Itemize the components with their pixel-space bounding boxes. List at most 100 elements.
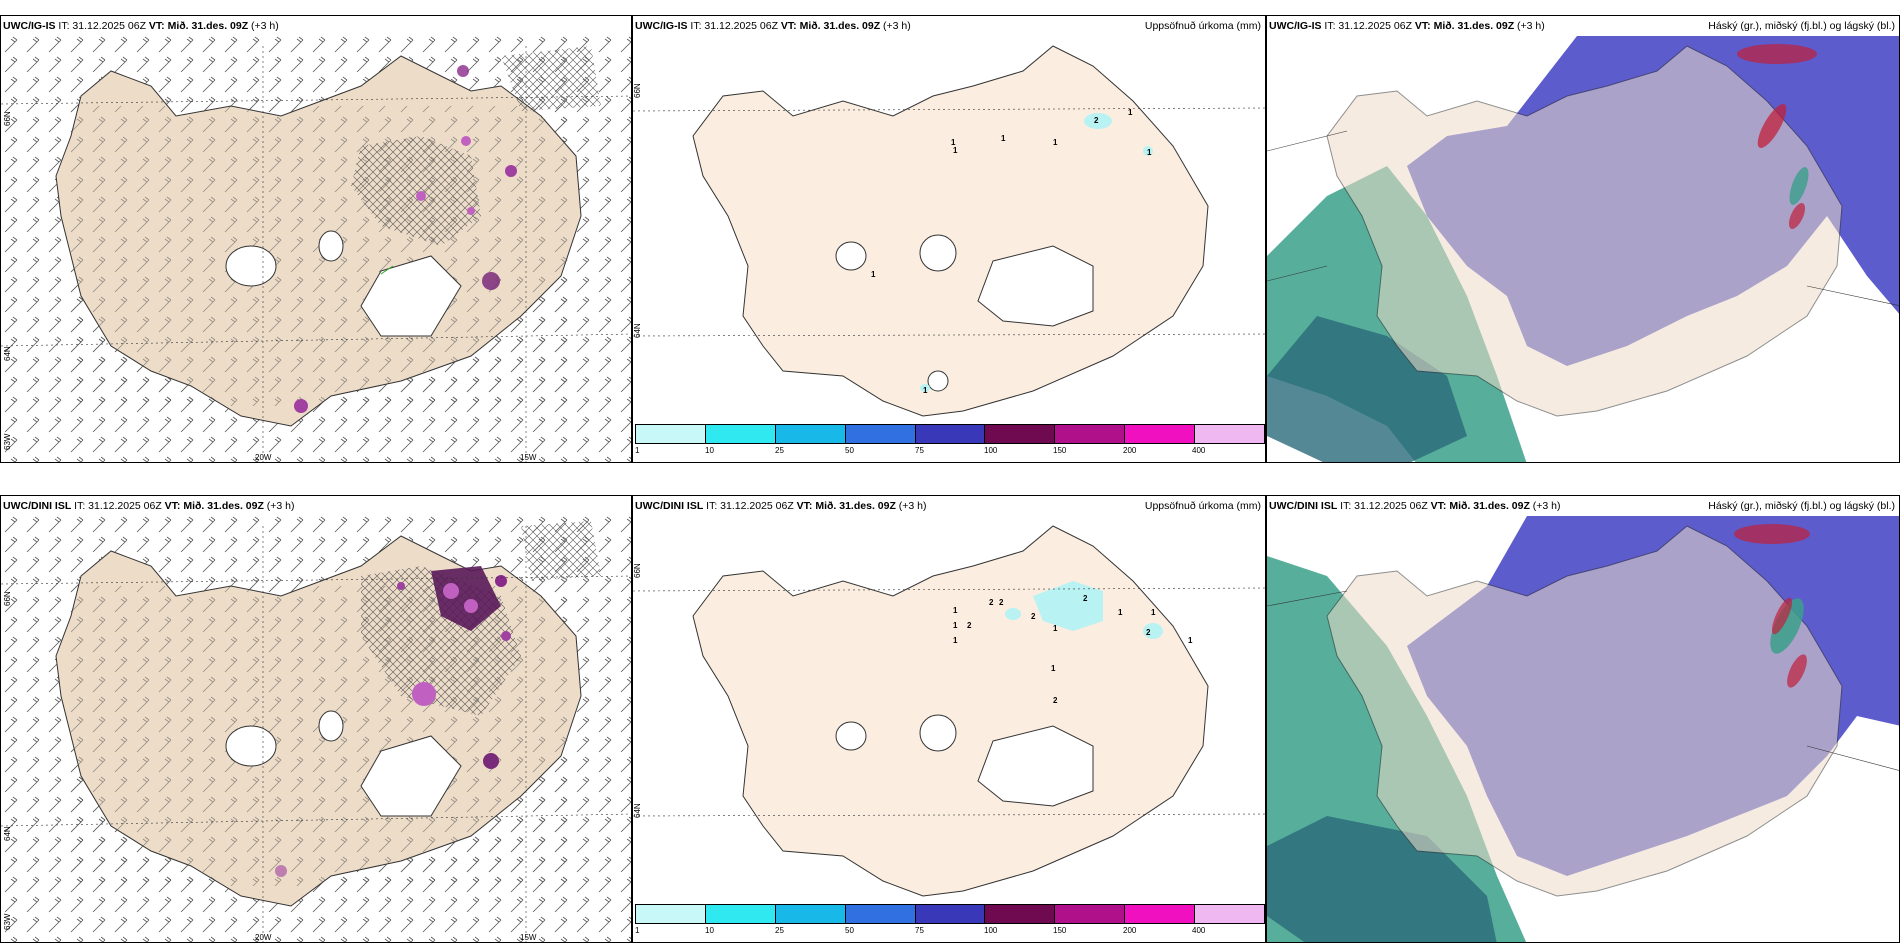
colorbar-label: 400: [1192, 446, 1206, 455]
colorbar-cell: [845, 425, 916, 443]
colorbar-label: 10: [705, 446, 714, 455]
colorbar-cell: [705, 425, 776, 443]
colorbar-label: 50: [845, 926, 854, 935]
colorbar-label: 25: [775, 446, 784, 455]
lon-label: 15W: [520, 933, 537, 942]
colorbar-cell: [636, 905, 706, 923]
precip-value: 1: [1128, 108, 1133, 117]
panel-header: UWC/DINI ISL IT: 31.12.2025 06Z VT: Mið.…: [3, 500, 295, 512]
colorbar-label: 10: [705, 926, 714, 935]
colorbar-cell: [985, 425, 1056, 443]
cloud-map-panel-ig: UWC/IG-IS IT: 31.12.2025 06Z VT: Mið. 31…: [1266, 15, 1900, 463]
panel-title: Uppsöfnuð úrkoma (mm): [1144, 20, 1261, 32]
precip-value: 1: [923, 386, 928, 395]
iceland-precip-map: [633, 45, 1265, 417]
panel-header: UWC/IG-IS IT: 31.12.2025 06Z VT: Mið. 31…: [3, 20, 279, 32]
colorbar-cell: [1195, 425, 1265, 443]
panel-title: Háský (gr.), miðský (fj.bl.) og lágský (…: [1708, 20, 1895, 32]
colorbar-label: 100: [984, 926, 998, 935]
precip-value: 1: [1188, 636, 1193, 645]
lat-label: 66N: [3, 111, 12, 126]
panel-header: UWC/DINI ISL IT: 31.12.2025 06Z VT: Mið.…: [1269, 500, 1561, 512]
precip-value: 2: [1094, 116, 1099, 125]
precip-value: 1: [1118, 608, 1123, 617]
colorbar-label: 150: [1053, 926, 1067, 935]
precip-value: 1: [1051, 664, 1056, 673]
wind-map-panel-dini: UWC/DINI ISL IT: 31.12.2025 06Z VT: Mið.…: [0, 495, 632, 943]
colorbar-label: 75: [915, 446, 924, 455]
iceland-cloud-map: [1267, 36, 1899, 462]
colorbar-label: 1: [635, 446, 640, 455]
precip-value: 2: [967, 621, 972, 630]
lon-label: 20W: [255, 453, 272, 462]
precip-value: 2: [989, 598, 994, 607]
colorbar-cell: [1055, 425, 1126, 443]
lat-label: 64N: [3, 346, 12, 361]
colorbar-label: 50: [845, 446, 854, 455]
precip-value: 1: [1053, 624, 1058, 633]
colorbar-cell: [1125, 425, 1196, 443]
colorbar-cell: [985, 905, 1056, 923]
colorbar-cell: [775, 425, 846, 443]
precip-value: 1: [1001, 134, 1006, 143]
panel-title: Háský (gr.), miðský (fj.bl.) og lágský (…: [1708, 500, 1895, 512]
lat-label: 64N: [3, 826, 12, 841]
precip-value: 2: [999, 598, 1004, 607]
precip-value: 1: [1053, 138, 1058, 147]
iceland-wind-map: [1, 516, 631, 942]
colorbar-label: 75: [915, 926, 924, 935]
precip-value: 2: [1053, 696, 1058, 705]
wind-map-panel-ig: UWC/IG-IS IT: 31.12.2025 06Z VT: Mið. 31…: [0, 15, 632, 463]
precip-value: 1: [953, 146, 958, 155]
lat-label: 63W: [3, 433, 12, 450]
precip-value: 1: [953, 636, 958, 645]
colorbar-cell: [775, 905, 846, 923]
colorbar-cell: [705, 905, 776, 923]
precip-value: 2: [1083, 594, 1088, 603]
panel-title: Uppsöfnuð úrkoma (mm): [1144, 500, 1261, 512]
panel-header: UWC/IG-IS IT: 31.12.2025 06Z VT: Mið. 31…: [1269, 20, 1545, 32]
colorbar-cell: [1125, 905, 1196, 923]
colorbar-cell: [636, 425, 706, 443]
precip-colorbar: [635, 424, 1265, 444]
colorbar-label: 200: [1123, 926, 1137, 935]
precip-map-panel-ig: UWC/IG-IS IT: 31.12.2025 06Z VT: Mið. 31…: [632, 15, 1266, 463]
iceland-landmass: [692, 525, 1209, 897]
colorbar-cell: [915, 905, 986, 923]
colorbar-label: 1: [635, 926, 640, 935]
precip-value: 1: [953, 621, 958, 630]
colorbar-cell: [915, 425, 986, 443]
precip-value: 1: [871, 270, 876, 279]
lat-label: 64N: [633, 323, 642, 338]
colorbar-label: 150: [1053, 446, 1067, 455]
iceland-cloud-map: [1267, 516, 1899, 942]
colorbar-label: 100: [984, 446, 998, 455]
iceland-wind-map: [1, 36, 631, 462]
lat-label: 66N: [3, 591, 12, 606]
precip-map-panel-dini: UWC/DINI ISL IT: 31.12.2025 06Z VT: Mið.…: [632, 495, 1266, 943]
lat-label: 66N: [633, 83, 642, 98]
iceland-landmass: [692, 45, 1209, 417]
colorbar-labels: 1 10 25 50 75 100 150 200 400: [635, 446, 1263, 458]
colorbar-labels: 1 10 25 50 75 100 150 200 400: [635, 926, 1263, 938]
precip-value: 1: [1147, 148, 1152, 157]
precip-value: 1: [951, 138, 956, 147]
precip-value: 1: [953, 606, 958, 615]
iceland-landmass: [1326, 45, 1843, 417]
iceland-landmass: [1326, 525, 1843, 897]
lat-label: 63W: [3, 913, 12, 930]
lat-label: 66N: [633, 563, 642, 578]
precip-value: 1: [1151, 608, 1156, 617]
cloud-map-panel-dini: UWC/DINI ISL IT: 31.12.2025 06Z VT: Mið.…: [1266, 495, 1900, 943]
colorbar-label: 200: [1123, 446, 1137, 455]
colorbar-cell: [845, 905, 916, 923]
panel-header: UWC/IG-IS IT: 31.12.2025 06Z VT: Mið. 31…: [635, 20, 911, 32]
colorbar-label: 400: [1192, 926, 1206, 935]
panel-header: UWC/DINI ISL IT: 31.12.2025 06Z VT: Mið.…: [635, 500, 927, 512]
colorbar-label: 25: [775, 926, 784, 935]
colorbar-cell: [1195, 905, 1265, 923]
lon-label: 15W: [520, 453, 537, 462]
precip-value: 2: [1031, 612, 1036, 621]
iceland-precip-map: [633, 525, 1265, 897]
precip-value: 2: [1146, 628, 1151, 637]
